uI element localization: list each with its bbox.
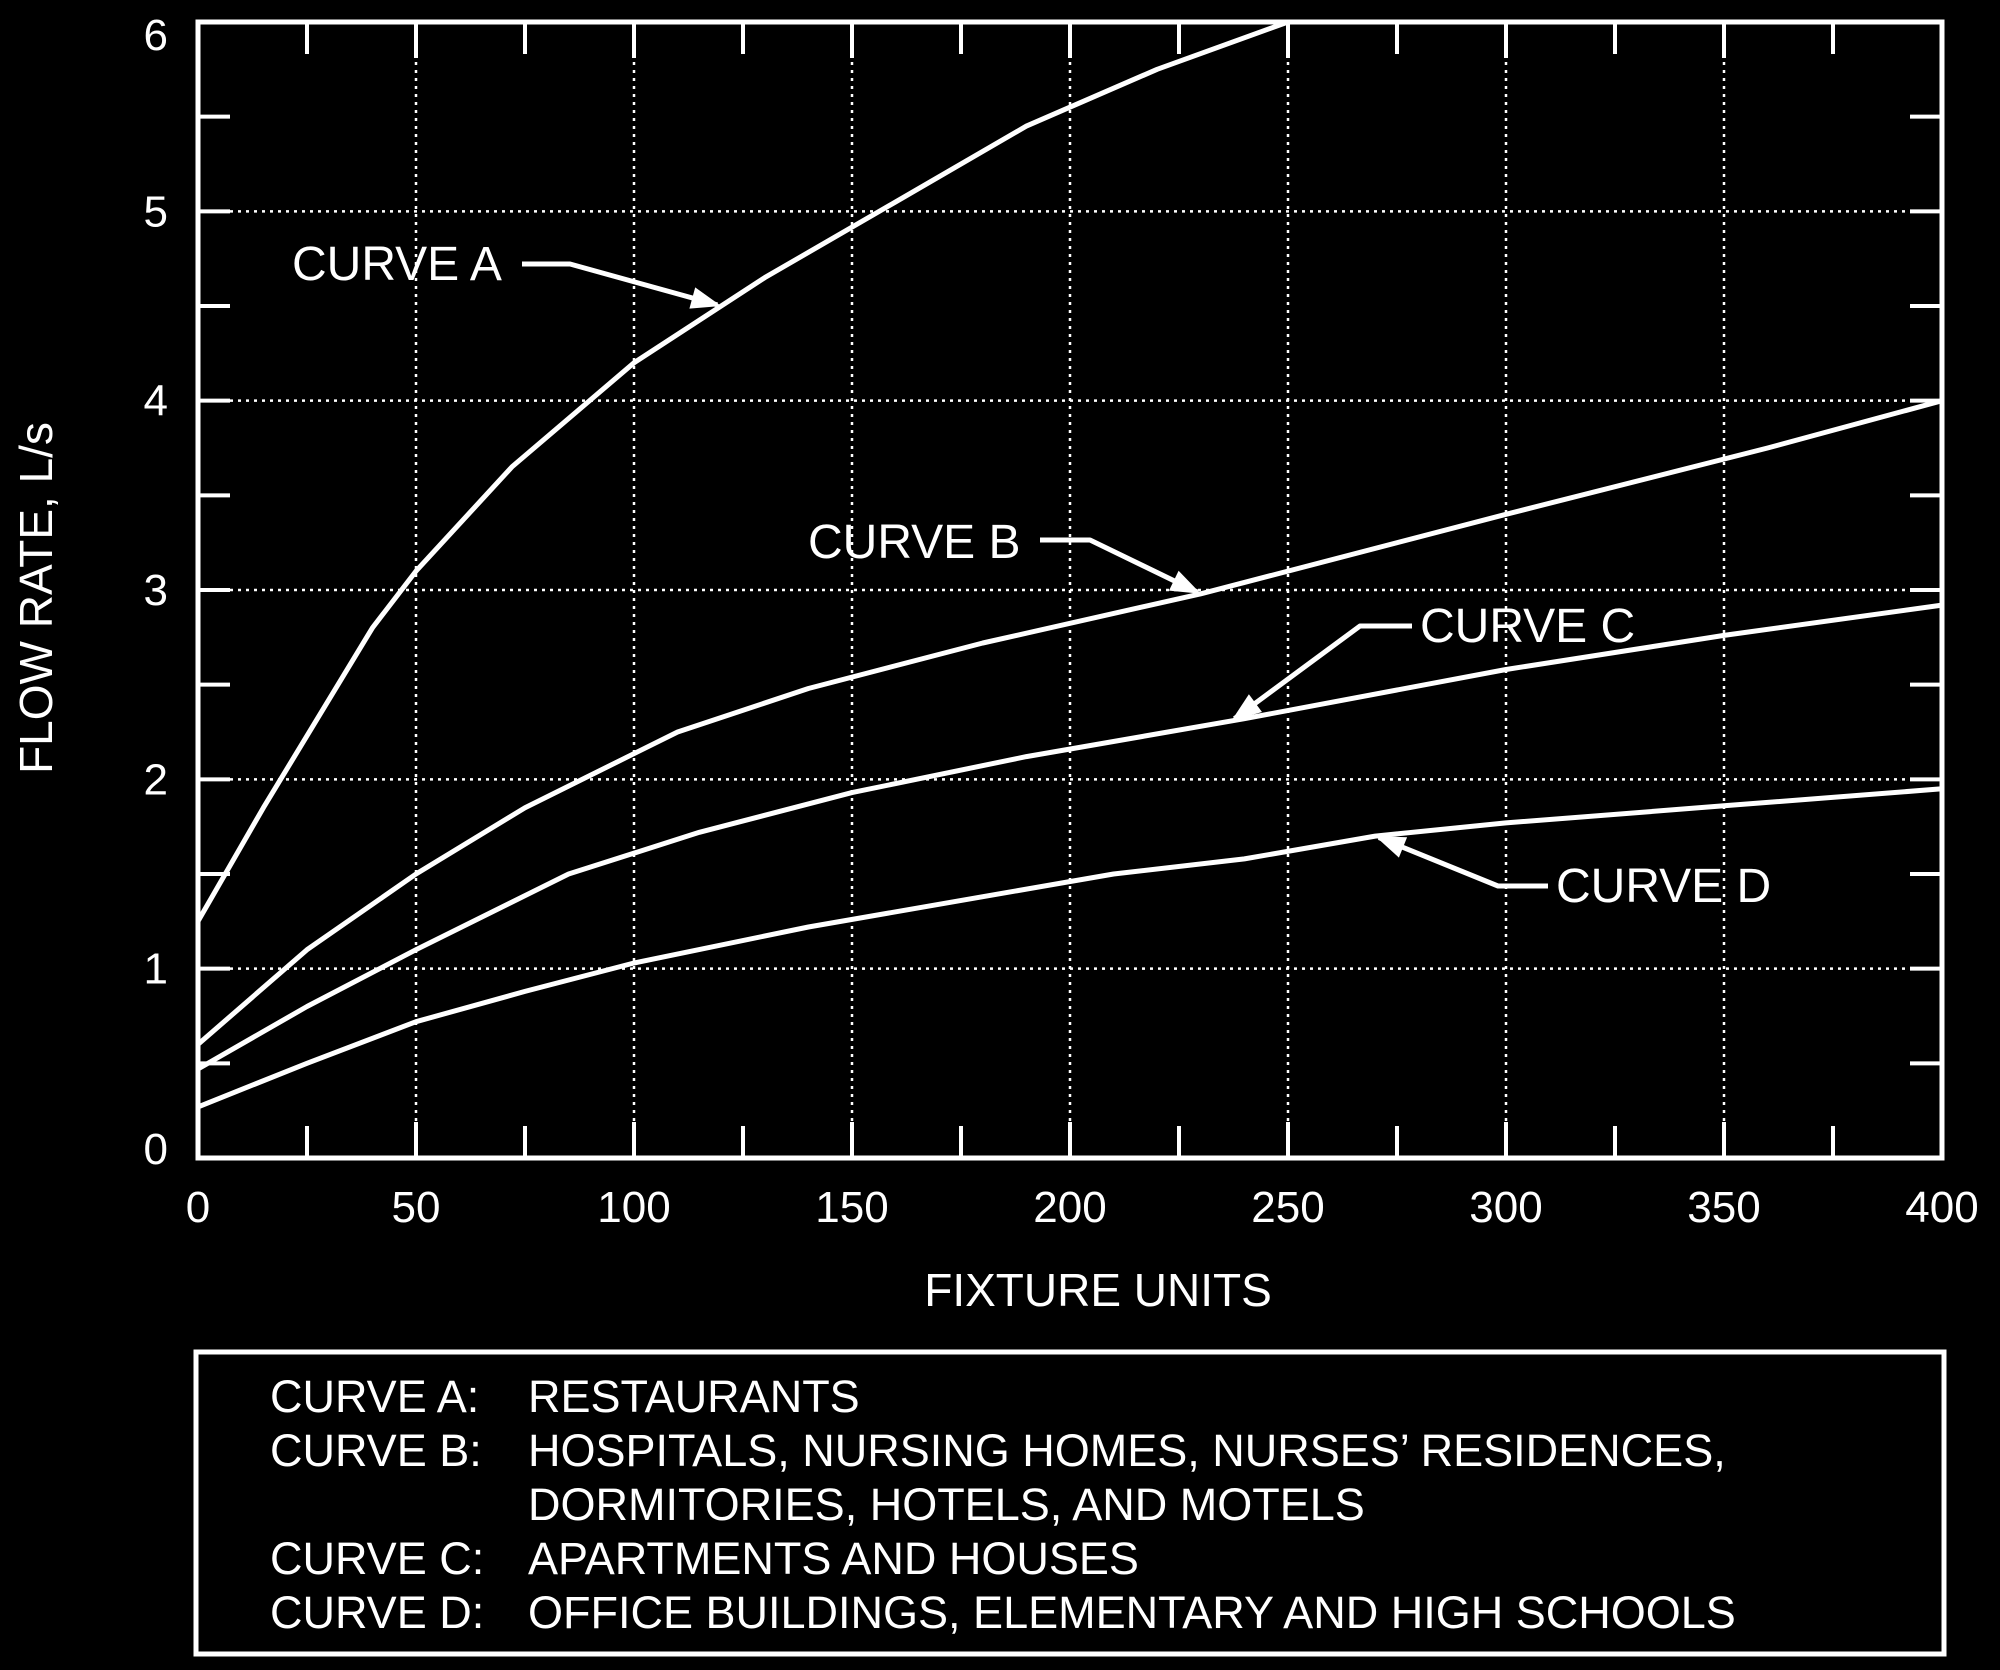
y-axis-title: FLOW RATE, L/s <box>10 422 62 774</box>
legend-desc-curve-b: HOSPITALS, NURSING HOMES, NURSES’ RESIDE… <box>528 1425 1726 1476</box>
callout-leader-curve-d <box>1377 835 1548 889</box>
y-tick-label-6: 6 <box>144 11 168 60</box>
tick-marks <box>196 20 1944 1160</box>
series-lines <box>195 19 1943 1110</box>
callout-label-curve-d: CURVE D <box>1556 860 1771 913</box>
legend-desc-curve-c: APARTMENTS AND HOUSES <box>528 1533 1139 1584</box>
callout-arrowhead-curve-d <box>1375 836 1408 858</box>
callout-label-curve-c: CURVE C <box>1420 600 1635 653</box>
y-tick-label-2: 2 <box>144 755 168 804</box>
x-tick-label-50: 50 <box>392 1183 441 1232</box>
callout-leader-curve-a <box>522 261 718 308</box>
x-tick-label-100: 100 <box>597 1183 670 1232</box>
legend-desc-curve-a: RESTAURANTS <box>528 1371 860 1422</box>
x-axis-title: FIXTURE UNITS <box>924 1264 1272 1316</box>
legend-key-curve-d: CURVE D: <box>270 1587 484 1638</box>
x-tick-label-350: 350 <box>1687 1183 1760 1232</box>
y-tick-label-4: 4 <box>144 377 168 426</box>
callout-leader-curve-c <box>1233 623 1412 721</box>
x-tick-label-300: 300 <box>1469 1183 1542 1232</box>
legend-desc-curve-b-line-2: DORMITORIES, HOTELS, AND MOTELS <box>528 1479 1365 1530</box>
legend-key-curve-b: CURVE B: <box>270 1425 482 1476</box>
x-tick-label-400: 400 <box>1905 1183 1978 1232</box>
series-line-curve-c <box>196 602 1943 1072</box>
callout-leader-curve-b <box>1040 537 1199 595</box>
y-tick-labels: 0 1 2 3 4 5 6 <box>144 11 168 1174</box>
legend-key-curve-a: CURVE A: <box>270 1371 479 1422</box>
callout-arrowhead-curve-a <box>689 287 722 309</box>
y-tick-label-5: 5 <box>144 187 168 236</box>
legend-box <box>193 1349 1947 1657</box>
series-line-curve-d <box>197 786 1943 1110</box>
x-tick-label-150: 150 <box>815 1183 888 1232</box>
grid-lines <box>198 22 1942 1158</box>
callout-arrowhead-curve-c <box>1231 694 1262 721</box>
series-line-curve-b <box>196 398 1943 1047</box>
callout-label-curve-a: CURVE A <box>292 238 502 291</box>
series-line-curve-a <box>195 19 1289 923</box>
legend: CURVE A: RESTAURANTS CURVE B: HOSPITALS, NU… <box>270 1371 1736 1638</box>
y-tick-label-1: 1 <box>144 945 168 994</box>
x-tick-label-200: 200 <box>1033 1183 1106 1232</box>
callout-arrowhead-curve-b <box>1169 570 1201 594</box>
y-tick-label-0: 0 <box>144 1125 168 1174</box>
x-tick-label-0: 0 <box>186 1183 210 1232</box>
curve-callouts: CURVE A CURVE B CURVE C CURVE D <box>292 238 1771 913</box>
legend-desc-curve-d: OFFICE BUILDINGS, ELEMENTARY AND HIGH SC… <box>528 1587 1736 1638</box>
callout-label-curve-b: CURVE B <box>808 516 1021 569</box>
legend-key-curve-c: CURVE C: <box>270 1533 484 1584</box>
x-tick-label-250: 250 <box>1251 1183 1324 1232</box>
y-tick-label-3: 3 <box>144 566 168 615</box>
x-tick-labels: 0 50 100 150 200 250 300 350 400 <box>186 1183 1979 1232</box>
